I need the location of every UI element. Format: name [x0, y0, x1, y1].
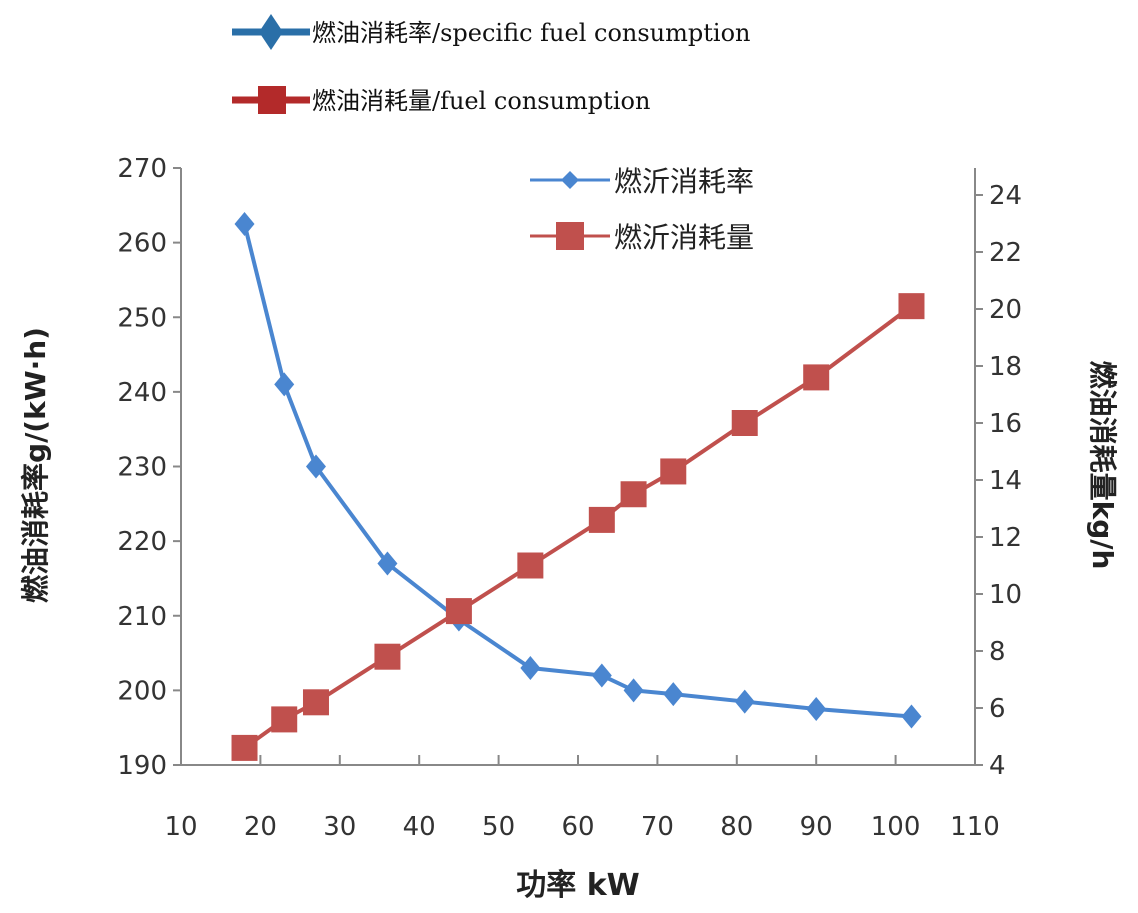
right-axis-title: 燃油消耗量kg/h — [1086, 361, 1119, 570]
right-tick-label: 22 — [989, 238, 1022, 268]
left-tick-label: 200 — [117, 676, 167, 706]
right-tick-label: 10 — [989, 580, 1022, 610]
sfc-series-line — [242, 223, 912, 719]
sfc-data-point — [663, 682, 684, 707]
sfc-data-point — [234, 211, 255, 236]
top-legend-item-fc: 燃油消耗量/fuel consumption — [232, 86, 650, 115]
inner-legend: 燃沂消耗率 燃沂消耗量 — [530, 165, 754, 254]
left-tick-label: 260 — [117, 229, 167, 259]
fc-data-point — [517, 552, 544, 579]
x-axis-title: 功率 kW — [516, 868, 640, 903]
right-tick-label: 20 — [989, 295, 1022, 325]
top-legend: 燃油消耗率/specific fuel consumption 燃油消耗量/fu… — [232, 14, 750, 115]
sfc-data-point — [520, 655, 541, 680]
x-tick-label: 110 — [950, 812, 1000, 842]
right-tick-label: 8 — [989, 637, 1006, 667]
fc-data-point — [231, 734, 258, 761]
sfc-data-point — [305, 454, 326, 479]
left-tick-label: 220 — [117, 527, 167, 557]
right-axis-ticks: 4 6 8 10 12 14 16 18 20 22 24 — [975, 181, 1022, 781]
left-tick-label: 270 — [117, 154, 167, 184]
sfc-data-point — [901, 704, 922, 729]
left-tick-label: 190 — [117, 751, 167, 781]
inner-legend-diamond-icon — [561, 171, 579, 189]
fc-data-point — [588, 506, 615, 533]
right-tick-label: 4 — [989, 751, 1006, 781]
x-tick-label: 60 — [561, 812, 594, 842]
sfc-data-point — [623, 678, 644, 703]
right-tick-label: 16 — [989, 409, 1022, 439]
top-legend-diamond-icon — [259, 14, 283, 50]
left-axis-title: 燃油消耗率g/(kW·h) — [19, 327, 52, 603]
left-tick-label: 230 — [117, 453, 167, 483]
fc-data-point — [374, 643, 401, 670]
fc-data-point — [271, 706, 298, 733]
fc-data-point — [445, 598, 472, 625]
sfc-data-point — [377, 551, 398, 576]
inner-legend-square-icon — [556, 222, 584, 250]
sfc-data-point — [806, 697, 827, 722]
top-legend-square-icon — [258, 86, 286, 114]
x-tick-label: 70 — [641, 812, 674, 842]
series-layer — [231, 211, 925, 761]
inner-legend-label-sfc: 燃沂消耗率 — [614, 165, 754, 198]
left-tick-label: 240 — [117, 378, 167, 408]
top-legend-label-sfc: 燃油消耗率/specific fuel consumption — [312, 19, 750, 47]
sfc-data-point — [734, 689, 755, 714]
right-tick-label: 24 — [989, 181, 1022, 211]
x-tick-label: 50 — [482, 812, 515, 842]
right-tick-label: 14 — [989, 466, 1022, 496]
x-tick-label: 40 — [403, 812, 436, 842]
sfc-data-point — [274, 372, 295, 397]
fc-data-point — [803, 364, 830, 391]
x-tick-label: 10 — [164, 812, 197, 842]
fc-data-point — [302, 689, 329, 716]
right-tick-label: 6 — [989, 694, 1006, 724]
inner-legend-label-fc: 燃沂消耗量 — [614, 221, 754, 254]
right-tick-label: 18 — [989, 352, 1022, 382]
top-legend-label-fc: 燃油消耗量/fuel consumption — [312, 87, 650, 115]
x-tick-label: 90 — [800, 812, 833, 842]
x-axis-ticks: 10 20 30 40 50 60 70 80 90 100 110 — [164, 755, 1000, 842]
top-legend-item-sfc: 燃油消耗率/specific fuel consumption — [232, 14, 750, 50]
right-tick-label: 12 — [989, 523, 1022, 553]
left-tick-label: 250 — [117, 303, 167, 333]
fc-data-point — [620, 481, 647, 508]
x-tick-label: 30 — [323, 812, 356, 842]
x-tick-label: 100 — [871, 812, 921, 842]
x-tick-label: 80 — [720, 812, 753, 842]
fc-data-point — [731, 410, 758, 436]
left-tick-label: 210 — [117, 602, 167, 632]
axes — [180, 168, 976, 766]
left-axis-ticks: 190 200 210 220 230 240 250 260 270 — [117, 154, 181, 781]
x-tick-label: 20 — [244, 812, 277, 842]
fc-data-point — [660, 458, 687, 485]
sfc-data-point — [591, 663, 612, 688]
fc-data-point — [898, 293, 925, 320]
